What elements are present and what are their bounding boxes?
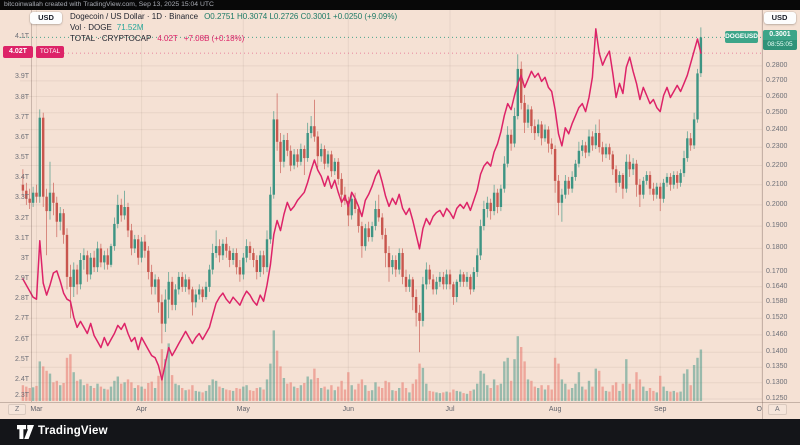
time-axis-month-label[interactable]: Jun [342,406,354,413]
tradingview-logo-icon[interactable] [17,425,34,439]
time-axis-month-label[interactable]: Apr [136,406,147,413]
right-axis-tick: 0.1400 [766,348,788,356]
total-label[interactable]: TOTAL · CRYPTOCAP [70,34,152,43]
legend: Dogecoin / US Dollar · 1D · Binance O0.27… [70,12,397,45]
left-axis-tick: 2.5T [14,355,29,363]
total-price-badge: 4.02T [3,46,33,58]
time-axis-corner-right[interactable]: A [768,404,787,415]
left-axis-tick: 3.8T [14,93,29,101]
left-axis-tick: 2.9T [14,275,29,282]
left-axis-tick: 2.4T [14,375,29,383]
last-price-badge: 0.3001 08:55:05 [763,30,797,50]
left-axis-tick: 2.8T [14,295,29,303]
right-axis-tick: 0.2600 [766,92,788,100]
left-axis-tick: 3.4T [14,174,29,182]
attribution-text: bitcoinwallah created with TradingView.c… [4,1,214,8]
right-scale-border [762,10,763,419]
footer-bar: TradingView [0,419,800,445]
ohlc-values: O0.2751 H0.3074 L0.2726 C0.3001 +0.0250 … [204,12,398,21]
right-axis-tick: 0.1350 [766,363,788,371]
right-axis-tick: 0.2500 [766,108,788,116]
left-axis-tick: 2.6T [14,335,29,343]
time-axis-month-label[interactable]: Jul [445,406,455,413]
right-axis-tick: 0.2100 [766,180,788,188]
time-axis-corner-left[interactable]: Z [8,404,27,415]
left-axis-tick: 2.7T [14,315,29,323]
tradingview-wordmark[interactable]: TradingView [38,425,108,437]
right-axis-tick: 0.2700 [766,76,788,84]
right-axis-tick: 0.2800 [766,61,788,69]
left-axis-tick: 3.6T [14,133,29,141]
total-value: 4.02T [157,34,178,43]
total-symbol-tag: TOTAL [36,46,64,58]
volume-value: 71.52M [116,23,144,32]
left-axis-tick: 3.9T [14,73,29,81]
total-change: +7.08B (+0.18%) [183,34,245,43]
left-axis-tick: 3T [20,254,29,262]
right-axis-tick: 0.1580 [766,298,788,306]
attribution-bar: bitcoinwallah created with TradingView.c… [0,0,800,10]
left-axis-tick: 3.7T [14,113,29,121]
right-axis-tick: 0.2300 [766,143,788,151]
right-axis-tick: 0.1250 [766,395,788,402]
right-axis-tick: 0.1520 [766,314,788,322]
right-currency-button[interactable]: USD [763,11,796,24]
right-axis-tick: 0.1640 [766,282,788,290]
left-axis-tick: 3.5T [14,154,29,161]
left-scale-border [31,10,32,402]
time-axis-month-label[interactable]: Oct [756,406,762,413]
time-axis-month-label[interactable]: Mar [30,406,43,413]
right-axis-tick: 0.1900 [766,222,788,230]
left-axis-tick: 3.3T [14,194,29,202]
left-axis-tick: 4.1T [14,33,29,40]
symbol-title[interactable]: Dogecoin / US Dollar · 1D · Binance [70,12,199,21]
time-axis-month-label[interactable]: Sep [653,406,667,413]
time-axis-month-label[interactable]: May [236,406,250,413]
left-axis-tick: 3.1T [14,234,29,242]
left-axis-tick: 3.2T [14,214,29,222]
last-price-value: 0.3001 [763,30,797,40]
bar-countdown: 08:55:05 [763,40,797,50]
time-axis-months: Mar Apr May Jun Jul Aug Sep Oct [0,402,762,419]
right-axis-tick: 0.1460 [766,330,788,338]
right-axis-tick: 0.1300 [766,378,788,386]
right-axis-tick: 0.2400 [766,125,788,133]
right-axis-tick: 0.2200 [766,161,788,169]
right-axis-tick: 0.1700 [766,268,788,275]
left-currency-button[interactable]: USD [30,11,62,24]
time-axis-border [0,402,800,403]
right-axis-tick: 0.1800 [766,244,788,252]
time-axis[interactable]: Mar Apr May Jun Jul Aug Sep Oct Z A [0,402,800,419]
time-axis-month-label[interactable]: Aug [548,406,562,413]
volume-label[interactable]: Vol · DOGE [70,23,112,32]
dogeusd-symbol-tag: DOGEUSD [725,31,758,43]
left-axis-tick: 2.3T [14,392,29,399]
right-axis-tick: 0.2000 [766,200,788,208]
